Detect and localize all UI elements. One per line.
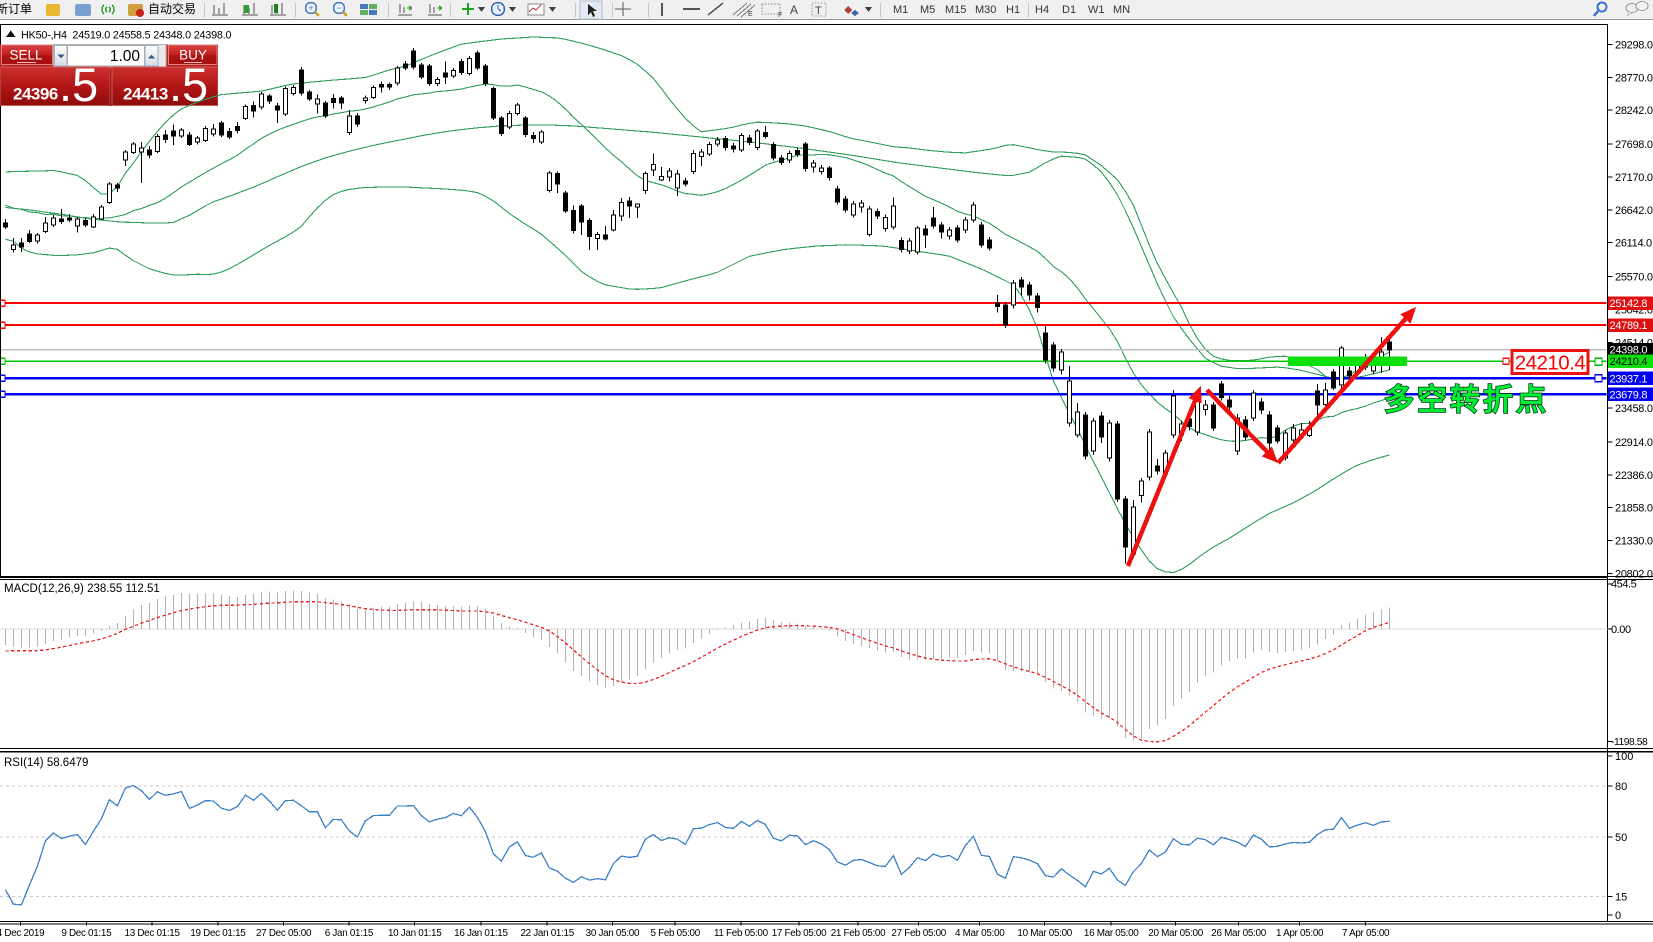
svg-text:17 Feb 05:00: 17 Feb 05:00 — [772, 928, 827, 939]
svg-text:T: T — [815, 5, 822, 17]
svg-text:M5: M5 — [920, 4, 935, 16]
svg-text:26642.0: 26642.0 — [1615, 205, 1653, 217]
svg-text:0.00: 0.00 — [1611, 624, 1631, 636]
svg-text:21330.0: 21330.0 — [1615, 536, 1653, 548]
svg-text:24210.4: 24210.4 — [1515, 352, 1586, 375]
svg-text:4 Mar 05:00: 4 Mar 05:00 — [955, 928, 1005, 939]
svg-text:11 Feb 05:00: 11 Feb 05:00 — [714, 928, 769, 939]
svg-text:25570.0: 25570.0 — [1615, 272, 1653, 284]
svg-text:21 Feb 05:00: 21 Feb 05:00 — [831, 928, 886, 939]
svg-text:6 Jan 01:15: 6 Jan 01:15 — [325, 928, 374, 939]
svg-text:30 Jan 05:00: 30 Jan 05:00 — [586, 928, 640, 939]
svg-text:1 Apr 05:00: 1 Apr 05:00 — [1276, 928, 1324, 939]
svg-text:7 Apr 05:00: 7 Apr 05:00 — [1342, 928, 1390, 939]
svg-text:A: A — [790, 3, 798, 17]
svg-text:27 Dec 05:00: 27 Dec 05:00 — [256, 928, 312, 939]
svg-text:9 Dec 01:15: 9 Dec 01:15 — [61, 928, 112, 939]
svg-text:16 Mar 05:00: 16 Mar 05:00 — [1084, 928, 1139, 939]
svg-text:26114.0: 26114.0 — [1615, 238, 1652, 250]
svg-text:23679.8: 23679.8 — [1610, 389, 1648, 401]
svg-text:26 Mar 05:00: 26 Mar 05:00 — [1211, 928, 1266, 939]
svg-text:20 Mar 05:00: 20 Mar 05:00 — [1148, 928, 1203, 939]
svg-text:M1: M1 — [893, 4, 908, 16]
svg-text:多空转折点: 多空转折点 — [1384, 384, 1549, 417]
svg-text:28242.0: 28242.0 — [1615, 105, 1653, 117]
svg-text:24398.0: 24398.0 — [1610, 345, 1648, 357]
svg-text:M30: M30 — [975, 4, 996, 16]
svg-text:13 Dec 01:15: 13 Dec 01:15 — [125, 928, 181, 939]
svg-text:24413: 24413 — [123, 85, 168, 104]
svg-text:22914.0: 22914.0 — [1615, 437, 1653, 449]
svg-text:29298.0: 29298.0 — [1615, 40, 1653, 52]
svg-text:F: F — [778, 12, 782, 19]
svg-text:RSI(14) 58.6479: RSI(14) 58.6479 — [4, 757, 88, 769]
svg-text:D1: D1 — [1062, 4, 1076, 16]
svg-text:0: 0 — [1615, 910, 1621, 922]
svg-text:SELL: SELL — [9, 48, 43, 63]
svg-text:23937.1: 23937.1 — [1610, 373, 1648, 385]
svg-text:27698.0: 27698.0 — [1615, 139, 1653, 151]
svg-text:19 Dec 01:15: 19 Dec 01:15 — [190, 928, 246, 939]
svg-text:自动交易: 自动交易 — [148, 1, 196, 16]
svg-text:-1198.58: -1198.58 — [1611, 737, 1648, 748]
svg-text:5 Feb 05:00: 5 Feb 05:00 — [650, 928, 700, 939]
svg-text:27 Feb 05:00: 27 Feb 05:00 — [891, 928, 946, 939]
svg-text:50: 50 — [1615, 832, 1627, 844]
svg-text:10 Jan 01:15: 10 Jan 01:15 — [388, 928, 442, 939]
svg-text:HK50-,H4 24519.0 24558.5 2434: HK50-,H4 24519.0 24558.5 24348.0 24398.0 — [21, 30, 232, 42]
svg-text:22 Jan 01:15: 22 Jan 01:15 — [520, 928, 574, 939]
svg-text:−: − — [336, 3, 341, 13]
svg-text:H4: H4 — [1035, 4, 1049, 16]
svg-text:25142.8: 25142.8 — [1610, 298, 1648, 310]
svg-text:454.5: 454.5 — [1611, 579, 1637, 591]
svg-text:24396: 24396 — [13, 85, 58, 104]
svg-text:23458.0: 23458.0 — [1615, 403, 1653, 415]
svg-text:MACD(12,26,9) 238.55 112.51: MACD(12,26,9) 238.55 112.51 — [4, 583, 160, 595]
svg-text:W1: W1 — [1088, 4, 1105, 16]
svg-text:80: 80 — [1615, 781, 1627, 793]
svg-text:+: + — [308, 3, 313, 13]
svg-text:4 Dec 2019: 4 Dec 2019 — [0, 928, 45, 939]
svg-text:15: 15 — [1615, 892, 1627, 904]
svg-text:H1: H1 — [1006, 4, 1020, 16]
svg-text:100: 100 — [1615, 751, 1633, 763]
svg-text:.5: .5 — [59, 58, 98, 111]
svg-text:.5: .5 — [169, 58, 208, 111]
svg-text:24210.4: 24210.4 — [1610, 356, 1648, 368]
svg-text:BUY: BUY — [179, 48, 207, 63]
svg-text:M15: M15 — [945, 4, 966, 16]
svg-text:10 Mar 05:00: 10 Mar 05:00 — [1017, 928, 1072, 939]
svg-text:1.00: 1.00 — [110, 48, 141, 65]
svg-text:新订单: 新订单 — [0, 1, 32, 16]
svg-text:20802.0: 20802.0 — [1615, 569, 1653, 581]
svg-text:27170.0: 27170.0 — [1615, 172, 1653, 184]
svg-text:MN: MN — [1113, 4, 1130, 16]
svg-text:28770.0: 28770.0 — [1615, 72, 1653, 84]
svg-text:21858.0: 21858.0 — [1615, 503, 1653, 515]
svg-text:24789.1: 24789.1 — [1610, 320, 1648, 332]
svg-text:16 Jan 01:15: 16 Jan 01:15 — [454, 928, 508, 939]
svg-text:E: E — [748, 11, 753, 18]
svg-text:22386.0: 22386.0 — [1615, 470, 1653, 482]
